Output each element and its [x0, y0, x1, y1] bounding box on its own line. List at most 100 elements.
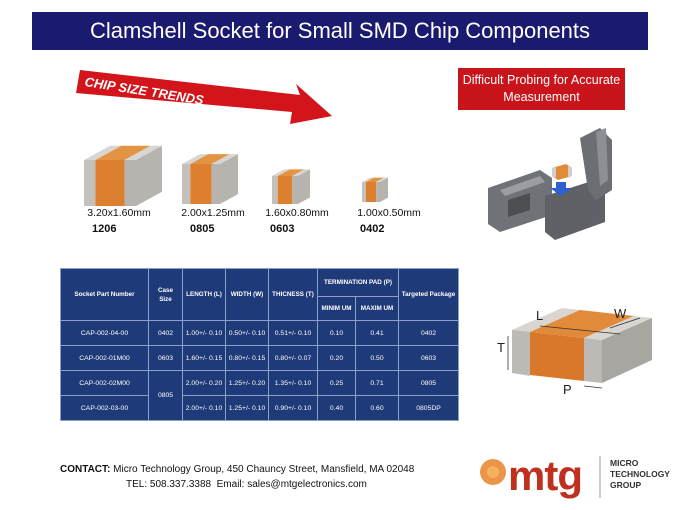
- table-cell: 0.41: [354, 320, 400, 346]
- contact-line: TEL: 508.337.3388 Email: sales@mtgelectr…: [126, 479, 367, 490]
- table-cell: CAP-002-02M00: [60, 370, 149, 396]
- table-cell: 2.00+/- 0.20: [182, 370, 226, 396]
- table-cell: 0.90+/- 0.10: [268, 395, 318, 421]
- page-title: Clamshell Socket for Small SMD Chip Comp…: [32, 12, 648, 50]
- table-cell: 0805DP: [398, 395, 460, 421]
- logo-name: GROUP: [610, 480, 642, 490]
- dimension-label: P: [563, 382, 572, 397]
- table-row: CAP-002-04-00 0402 1.00+/- 0.10 0.50+/- 0.1…: [60, 320, 460, 346]
- chip-face: [376, 177, 388, 182]
- table-cell: 0.80+/- 0.07: [268, 345, 318, 371]
- chip-code: 0603: [270, 223, 295, 235]
- trend-arrow: [76, 70, 332, 124]
- chip-face: [292, 169, 310, 176]
- table-cell: 0402: [148, 320, 183, 346]
- table-row: CAP-002-03-00 2.00+/- 0.10 1.25+/- 0.10 0.9…: [60, 395, 460, 421]
- logo-name: MICRO: [610, 458, 639, 468]
- logo-name: TECHNOLOGY: [610, 469, 670, 479]
- table-cell: 0.20: [317, 345, 356, 371]
- table-cell: 0603: [398, 345, 460, 371]
- contact-phone: TEL: 508.337.3388: [126, 479, 212, 490]
- chip-face: [292, 169, 310, 204]
- dimension-diagram: [507, 308, 652, 389]
- chip-face: [211, 154, 238, 164]
- header-cell: MINIM UM: [317, 296, 356, 321]
- chip-face: [95, 145, 151, 160]
- table-cell: 0.50+/- 0.10: [225, 320, 269, 346]
- chip-size: 1.60x0.80mm: [265, 207, 329, 219]
- contact-label: CONTACT:: [60, 464, 111, 475]
- table-cell: 2.00+/- 0.10: [182, 395, 226, 421]
- chip-face: [190, 164, 212, 204]
- header-cell: Case Size: [148, 268, 183, 321]
- table-cell: 0603: [148, 345, 183, 371]
- chip-face: [277, 176, 293, 204]
- chip-illustrations: [84, 145, 388, 206]
- chip-face: [277, 169, 305, 176]
- chip-code: 0402: [360, 223, 385, 235]
- table-body: CAP-002-04-00 0402 1.00+/- 0.10 0.50+/- 0.1…: [60, 320, 460, 421]
- table-cell: CAP-002-04-00: [60, 320, 149, 346]
- contact-line: CONTACT: Micro Technology Group, 450 Cha…: [60, 464, 414, 475]
- chip-face: [124, 145, 162, 160]
- table-cell: 0805: [398, 370, 460, 396]
- table-cell: 0.25: [317, 370, 356, 396]
- table-cell: 1.00+/- 0.10: [182, 320, 226, 346]
- chip-face: [124, 145, 162, 206]
- table-row: CAP-002-01M00 0603 1.60+/- 0.15 0.80+/- 0.1…: [60, 345, 460, 371]
- chip-face: [95, 160, 125, 206]
- chip-face: [362, 182, 366, 202]
- contact-email: Email: sales@mtgelectronics.com: [216, 479, 367, 490]
- table-cell: 0.51+/- 0.10: [268, 320, 318, 346]
- table-cell: CAP-002-01M00: [60, 345, 149, 371]
- chip-face: [272, 169, 290, 176]
- table-cell: 0.71: [354, 370, 400, 396]
- chip-size: 1.00x0.50mm: [357, 207, 421, 219]
- header-cell: LENGTH (L): [182, 268, 226, 321]
- table-cell: 0402: [398, 320, 460, 346]
- header-cell: Socket Part Number: [60, 268, 149, 321]
- table-cell: 1.25+/- 0.20: [225, 370, 269, 396]
- chip-face: [211, 154, 238, 204]
- table-cell: 1.25+/- 0.10: [225, 395, 269, 421]
- table-cell: 0805: [148, 370, 183, 421]
- chip-size: 2.00x1.25mm: [181, 207, 245, 219]
- chip-face: [376, 177, 388, 202]
- chip-face: [182, 154, 209, 164]
- logo-graphic: [480, 456, 601, 498]
- dimension-label: L: [536, 308, 544, 323]
- chip-face: [362, 177, 374, 182]
- table-cell: 0.40: [317, 395, 356, 421]
- header-cell: TERMINATION PAD (P): [316, 268, 400, 297]
- chip-face: [365, 182, 377, 202]
- dimension-label: W: [614, 306, 627, 321]
- header-cell: THICNESS (T): [268, 268, 318, 321]
- chip-size: 3.20x1.60mm: [87, 207, 151, 219]
- spec-table: Socket Part Number Case Size LENGTH (L) …: [60, 268, 460, 421]
- chip-face: [84, 145, 122, 160]
- table-cell: CAP-002-03-00: [60, 395, 149, 421]
- socket-illustration: [488, 128, 612, 240]
- callout-box: Difficult Probing for Accurate Measureme…: [458, 68, 625, 110]
- table-row: CAP-002-02M00 0805 2.00+/- 0.20 1.25+/- 0.2…: [60, 370, 460, 421]
- table-cell: 1.35+/- 0.10: [268, 370, 318, 396]
- header-cell: Targeted Package: [398, 268, 460, 321]
- table-cell: 0.50: [354, 345, 400, 371]
- chip-code: 0805: [190, 223, 215, 235]
- chip-face: [84, 160, 96, 206]
- chip-face: [365, 177, 385, 182]
- header-cell: MAXIM UM: [354, 296, 400, 321]
- table-header: Socket Part Number Case Size LENGTH (L) …: [60, 268, 460, 321]
- table-cell: 1.60+/- 0.15: [182, 345, 226, 371]
- chip-face: [272, 176, 278, 204]
- chip-face: [190, 154, 230, 164]
- contact-address: Micro Technology Group, 450 Chauncy Stre…: [113, 464, 415, 475]
- header-cell: WIDTH (W): [225, 268, 269, 321]
- logo-mark: mtg: [508, 452, 583, 499]
- dimension-label: T: [497, 340, 505, 355]
- chip-face: [182, 164, 191, 204]
- chip-code: 1206: [92, 223, 117, 235]
- table-cell: 0.10: [317, 320, 356, 346]
